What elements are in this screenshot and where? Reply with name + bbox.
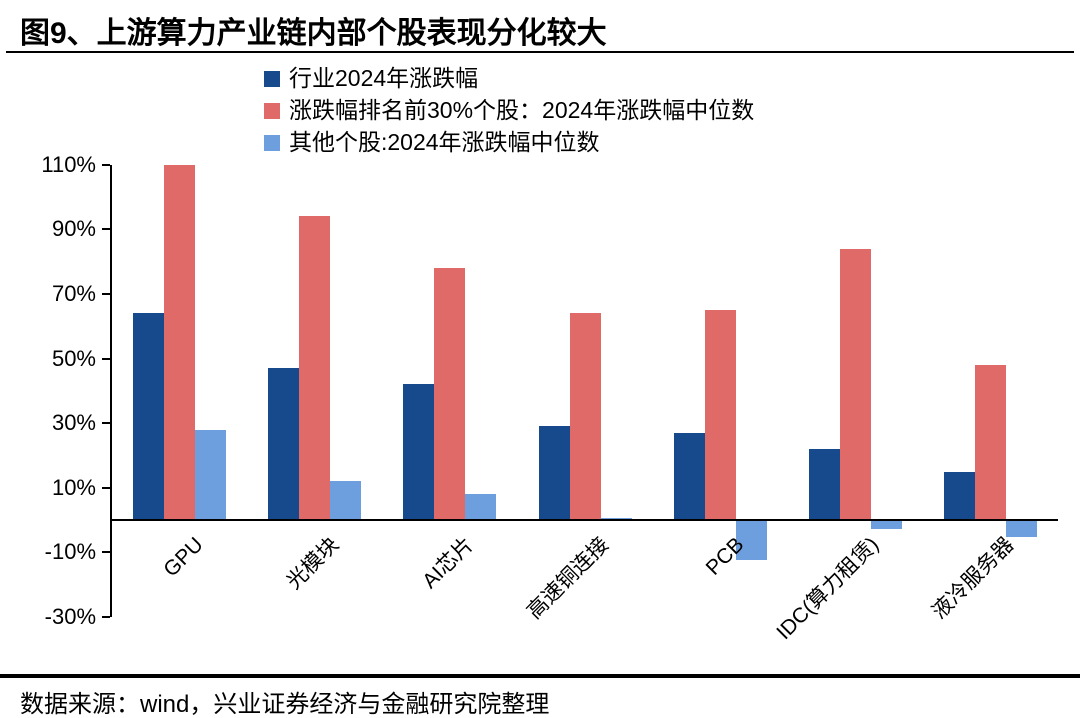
legend-item: 其他个股:2024年涨跌幅中位数 <box>264 130 754 155</box>
bar-negative <box>736 521 767 560</box>
category-label: 液冷服务器 <box>928 533 1019 624</box>
figure-title: 图9、上游算力产业链内部个股表现分化较大 <box>20 17 607 50</box>
bar-positive <box>330 481 361 520</box>
bar-positive <box>809 449 840 520</box>
bar-positive <box>195 430 226 520</box>
y-tick-label: 70% <box>51 281 96 306</box>
bar-positive <box>674 433 705 520</box>
y-tick-label: 50% <box>51 346 96 371</box>
bar-positive <box>465 494 496 520</box>
legend-swatch-icon <box>264 134 280 151</box>
legend-swatch-icon <box>264 102 280 119</box>
category-label: 高速铜连接 <box>522 533 614 624</box>
y-tick-mark <box>102 616 110 618</box>
y-tick-mark <box>102 164 110 166</box>
title-divider <box>6 51 1074 53</box>
y-axis-line <box>110 165 112 617</box>
y-tick-label: 30% <box>51 410 96 435</box>
y-tick-mark <box>102 358 110 360</box>
category-label: 光模块 <box>282 533 343 594</box>
y-tick-mark <box>102 293 110 295</box>
category-label: AI芯片 <box>418 533 479 593</box>
legend-label: 涨跌幅排名前30%个股：2024年涨跌幅中位数 <box>289 97 755 123</box>
y-tick-mark <box>102 487 110 489</box>
category-label: GPU <box>159 533 208 582</box>
legend-label: 其他个股:2024年涨跌幅中位数 <box>289 129 600 155</box>
bar-positive <box>570 313 601 520</box>
y-tick-label: 90% <box>51 216 96 241</box>
footer-divider <box>0 674 1080 678</box>
bar-positive <box>133 313 164 520</box>
chart-legend: 行业2024年涨跌幅涨跌幅排名前30%个股：2024年涨跌幅中位数 其他个股:20… <box>264 66 754 155</box>
bar-negative <box>871 521 902 529</box>
bar-positive <box>403 384 434 520</box>
legend-swatch-icon <box>264 70 280 87</box>
y-tick-mark <box>102 422 110 424</box>
bar-positive <box>840 249 871 520</box>
bar-positive <box>268 368 299 520</box>
zero-axis-line <box>110 519 1058 521</box>
bar-positive <box>705 310 736 520</box>
y-tick-label: 10% <box>51 475 96 500</box>
bar-positive <box>944 472 975 520</box>
data-source: 数据来源：wind，兴业证券经济与金融研究院整理 <box>20 691 550 718</box>
y-tick-label: -30% <box>44 604 96 629</box>
bar-positive <box>434 268 465 520</box>
legend-item: 行业2024年涨跌幅 <box>264 66 754 91</box>
bar-positive <box>164 165 195 520</box>
y-tick-label: 110% <box>41 152 96 177</box>
bar-positive <box>975 365 1006 520</box>
y-tick-mark <box>102 551 110 553</box>
bar-positive <box>539 426 570 520</box>
bar-negative <box>1006 521 1037 537</box>
y-tick-mark <box>102 228 110 230</box>
bar-positive <box>299 216 330 520</box>
legend-label: 行业2024年涨跌幅 <box>289 65 479 91</box>
legend-item: 涨跌幅排名前30%个股：2024年涨跌幅中位数 <box>264 98 754 123</box>
category-label: IDC(算力租赁) <box>772 533 884 645</box>
y-tick-label: -10% <box>44 539 96 564</box>
